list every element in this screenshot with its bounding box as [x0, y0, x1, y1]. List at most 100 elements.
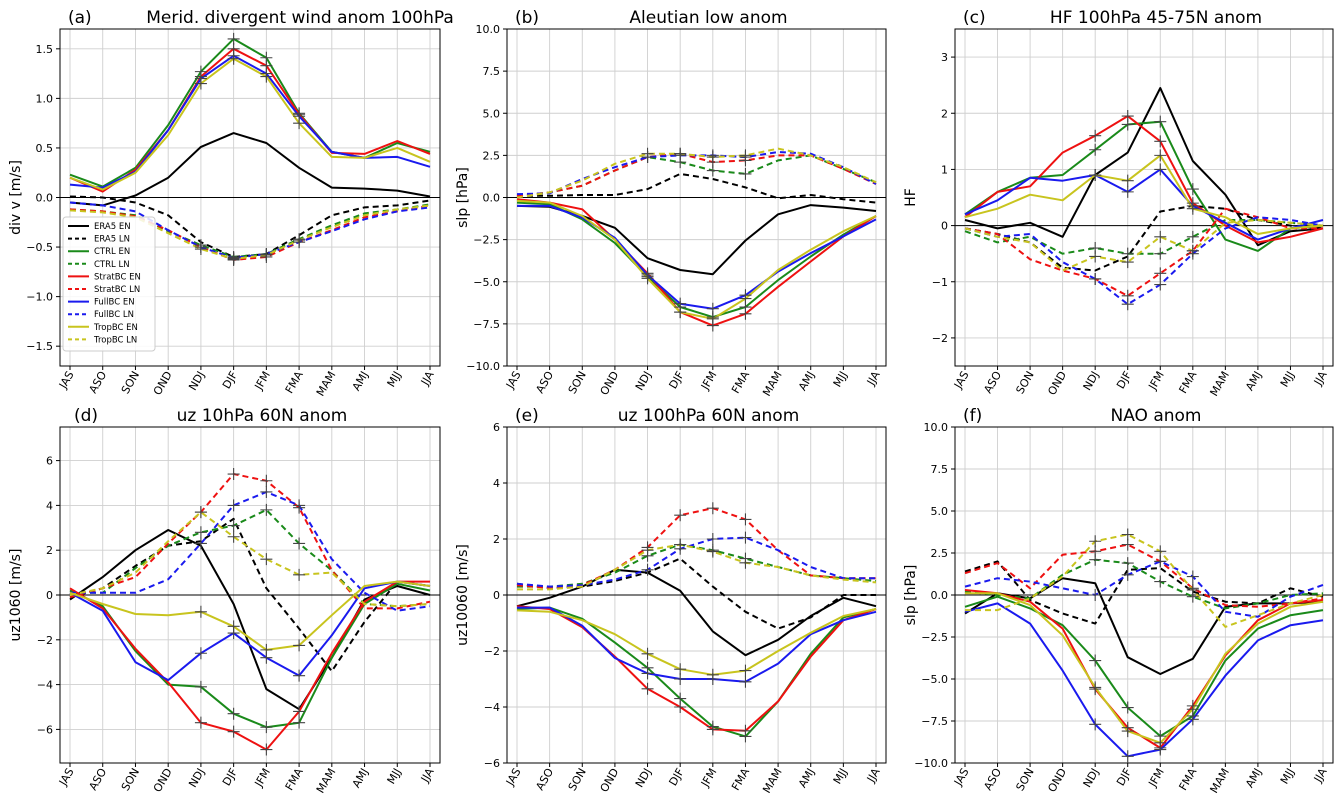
plus-marker [260, 721, 273, 734]
plus-marker [739, 307, 752, 320]
x-tick-label: MJJ [385, 766, 404, 786]
plus-marker [706, 533, 719, 545]
series-line [69, 580, 431, 682]
plus-marker [706, 502, 719, 515]
series-line [516, 151, 877, 196]
panel-title: NAO anom [1111, 406, 1202, 426]
plus-marker [260, 70, 273, 83]
x-tick-label: FMA [729, 766, 752, 793]
series-line [964, 168, 1324, 241]
series-line [69, 511, 431, 608]
y-tick-label: 2 [46, 544, 53, 557]
plus-marker [260, 485, 273, 498]
series-line [69, 47, 431, 193]
x-tick-label: NDJ [1081, 766, 1102, 790]
panel-letter: (e) [515, 406, 539, 426]
series-line [964, 560, 1324, 618]
plus-marker [674, 663, 687, 676]
y-tick-label: 7.5 [483, 65, 501, 78]
y-tick-label: −2 [484, 645, 500, 658]
x-tick-label: AMJ [796, 369, 817, 393]
plus-marker [1121, 298, 1134, 311]
x-tick-label: MAM [760, 766, 785, 795]
plus-marker [1121, 528, 1134, 541]
x-tick-label: SON [1013, 369, 1036, 396]
plus-marker [641, 147, 654, 160]
plus-marker [739, 292, 752, 305]
plus-marker [739, 556, 752, 569]
series-line [70, 508, 431, 608]
series-line [69, 204, 431, 260]
plus-marker [293, 117, 306, 130]
series-line [964, 216, 1324, 306]
plus-marker [1121, 185, 1134, 198]
x-tick-label: NDJ [186, 369, 207, 393]
y-axis-label: div v [m/s] [8, 160, 24, 235]
y-tick-label: 6 [46, 455, 53, 468]
panel-letter: (a) [68, 8, 92, 28]
plus-marker [293, 234, 306, 247]
plus-marker [260, 248, 273, 261]
plus-marker [706, 312, 719, 325]
plus-marker [674, 306, 687, 319]
plus-marker [641, 272, 654, 285]
x-tick-label: MJJ [1278, 766, 1297, 786]
plus-marker [227, 725, 240, 738]
plus-marker [1186, 583, 1199, 596]
x-tick-label: AMJ [796, 766, 817, 790]
x-tick-label: FMA [1176, 369, 1199, 396]
y-axis-label: HF [903, 188, 919, 207]
series-line [516, 198, 877, 327]
x-tick-label: OND [598, 766, 622, 794]
plus-marker [1089, 272, 1102, 285]
plus-marker [1089, 589, 1102, 601]
plus-marker [1186, 244, 1199, 257]
series-line [516, 147, 877, 199]
y-axis-label: slp [hPa] [455, 167, 471, 228]
x-tick-label: DJF [220, 369, 240, 391]
plus-marker [706, 151, 719, 164]
plus-marker [1154, 135, 1167, 148]
series-line [69, 473, 431, 610]
y-tick-label: 0.0 [483, 192, 501, 205]
series-line [964, 577, 1324, 675]
y-tick-label: 1 [941, 163, 948, 176]
x-tick-label: JJA [1311, 369, 1330, 389]
plus-marker [260, 743, 273, 756]
plus-marker [739, 675, 752, 688]
plus-marker [1154, 736, 1167, 749]
series-line [516, 507, 876, 589]
plus-marker [641, 563, 654, 576]
y-tick-label: 2.5 [483, 149, 501, 162]
y-tick-label: 2.5 [931, 547, 949, 560]
plus-marker [706, 668, 719, 681]
series-line [517, 543, 877, 588]
plus-marker [194, 243, 207, 256]
y-tick-label: −6 [37, 723, 53, 736]
series-line [964, 558, 1324, 610]
x-tick-label: AMJ [1243, 766, 1264, 790]
plus-marker [1089, 250, 1102, 263]
series-line [516, 152, 877, 197]
series-line [964, 602, 1324, 758]
series-line [69, 132, 431, 207]
y-tick-label: −2.5 [921, 631, 948, 644]
x-tick-label: SON [566, 369, 589, 396]
plus-marker [293, 705, 306, 718]
legend-label: TropBC EN [93, 323, 138, 333]
series-line [69, 201, 431, 259]
plus-marker [1121, 701, 1134, 714]
y-tick-label: 3 [941, 51, 948, 64]
series-line [964, 543, 1324, 608]
series-line [964, 120, 1324, 252]
plus-marker [227, 530, 240, 543]
chart-panel-6: −10.0 −7.5 −5.0 −2.5 0.0 2.5 5.0 7.5 10.0 JAS ASO S… [903, 406, 1334, 795]
series-line [516, 608, 877, 676]
y-tick-label: 4 [493, 477, 500, 490]
y-tick-label: 0.0 [931, 589, 949, 602]
plus-marker [293, 639, 306, 652]
plus-marker [1121, 174, 1134, 187]
x-tick-label: DJF [666, 766, 686, 788]
y-tick-label: −1 [932, 276, 948, 289]
plus-marker [1121, 725, 1134, 738]
